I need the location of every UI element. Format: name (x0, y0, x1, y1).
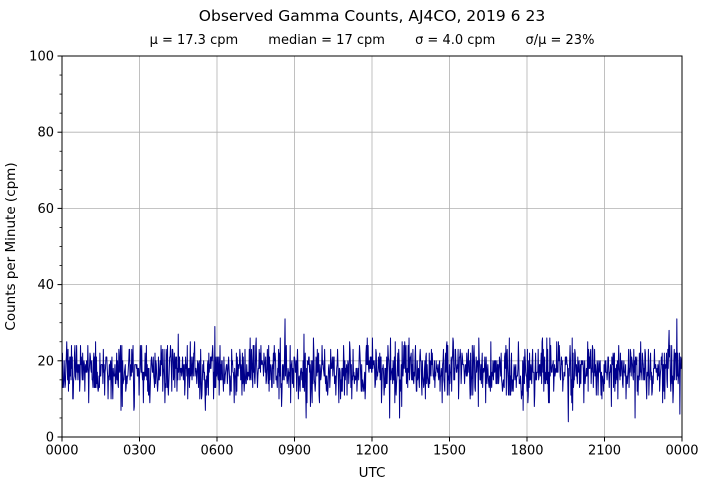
y-axis-label: Counts per Minute (cpm) (3, 162, 19, 330)
x-tick-label: 0000 (665, 444, 698, 459)
stat-sigma-mu-ratio: σ/μ = 23% (525, 33, 594, 48)
x-tick-label: 0600 (200, 444, 233, 459)
x-tick-label: 0000 (45, 444, 78, 459)
gamma-counts-trace (61, 318, 683, 423)
x-tick-label: 1500 (433, 444, 466, 459)
x-tick-label: 1800 (510, 444, 543, 459)
plot-border (61, 55, 683, 438)
x-tick-label: 0900 (278, 444, 311, 459)
chart-title: Observed Gamma Counts, AJ4CO, 2019 6 23 (199, 7, 545, 25)
stat-mean: μ = 17.3 cpm (150, 33, 239, 48)
y-tick-label: 0 (46, 431, 54, 446)
y-tick-label: 80 (37, 126, 54, 141)
y-tick-label: 40 (37, 278, 54, 293)
y-tick-label: 100 (29, 50, 54, 65)
stat-median: median = 17 cpm (268, 33, 385, 48)
x-tick-label: 1200 (355, 444, 388, 459)
y-tick-label: 20 (37, 354, 54, 369)
data-series-line (61, 318, 683, 423)
stat-sigma: σ = 4.0 cpm (415, 33, 495, 48)
tick-labels: 0000 0300 0600 0900 1200 1500 1800 2100 00000204… (29, 50, 698, 459)
x-tick-label: 0300 (123, 444, 156, 459)
chart-subtitle: μ = 17.3 cpm median = 17 cpm σ = 4.0 cpm… (150, 33, 595, 48)
y-tick-label: 60 (37, 202, 54, 217)
x-axis-label: UTC (359, 465, 386, 481)
x-tick-label: 2100 (588, 444, 621, 459)
